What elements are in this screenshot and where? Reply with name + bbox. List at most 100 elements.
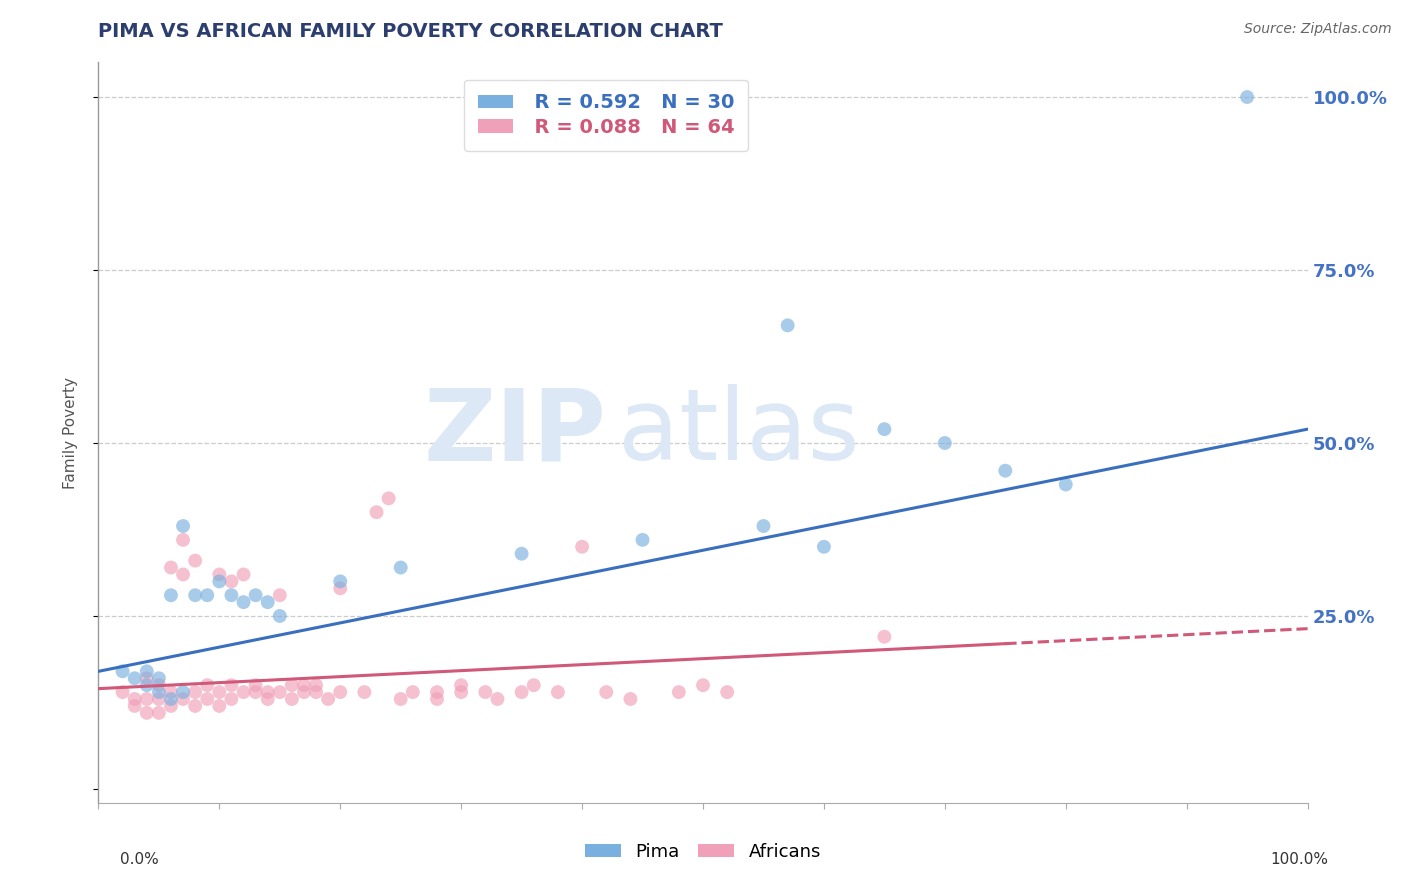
Point	[256, 595, 278, 609]
Point	[523, 678, 546, 692]
Text: PIMA VS AFRICAN FAMILY POVERTY CORRELATION CHART: PIMA VS AFRICAN FAMILY POVERTY CORRELATI…	[98, 22, 723, 41]
Point	[353, 685, 375, 699]
Point	[631, 533, 654, 547]
Point	[124, 698, 146, 713]
Point	[716, 685, 738, 699]
Point	[208, 567, 231, 582]
Point	[316, 692, 339, 706]
Point	[256, 685, 278, 699]
Point	[426, 692, 449, 706]
Point	[450, 678, 472, 692]
Point	[135, 692, 157, 706]
Point	[486, 692, 509, 706]
Point	[245, 678, 267, 692]
Text: ZIP: ZIP	[423, 384, 606, 481]
Point	[232, 567, 254, 582]
Point	[389, 692, 412, 706]
Point	[547, 685, 569, 699]
Point	[195, 588, 218, 602]
Point	[281, 692, 304, 706]
Point	[873, 630, 896, 644]
Point	[1236, 90, 1258, 104]
Point	[221, 588, 243, 602]
Point	[994, 464, 1017, 478]
Point	[245, 685, 267, 699]
Point	[305, 685, 328, 699]
Point	[124, 671, 146, 685]
Point	[160, 685, 183, 699]
Point	[752, 519, 775, 533]
Point	[281, 678, 304, 692]
Point	[195, 678, 218, 692]
Point	[1054, 477, 1077, 491]
Point	[184, 588, 207, 602]
Point	[172, 685, 194, 699]
Point	[232, 595, 254, 609]
Point	[184, 698, 207, 713]
Point	[160, 692, 183, 706]
Point	[366, 505, 388, 519]
Point	[184, 685, 207, 699]
Point	[135, 678, 157, 692]
Point	[256, 692, 278, 706]
Point	[510, 547, 533, 561]
Point	[148, 692, 170, 706]
Point	[668, 685, 690, 699]
Text: 100.0%: 100.0%	[1271, 852, 1329, 867]
Point	[305, 678, 328, 692]
Y-axis label: Family Poverty: Family Poverty	[63, 376, 77, 489]
Point	[172, 567, 194, 582]
Text: atlas: atlas	[619, 384, 860, 481]
Point	[329, 582, 352, 596]
Point	[402, 685, 425, 699]
Point	[776, 318, 799, 333]
Point	[160, 588, 183, 602]
Point	[873, 422, 896, 436]
Point	[232, 685, 254, 699]
Point	[292, 678, 315, 692]
Point	[195, 692, 218, 706]
Point	[148, 685, 170, 699]
Point	[474, 685, 496, 699]
Text: 0.0%: 0.0%	[120, 852, 159, 867]
Point	[172, 692, 194, 706]
Point	[148, 678, 170, 692]
Point	[595, 685, 617, 699]
Point	[329, 574, 352, 589]
Point	[111, 665, 134, 679]
Point	[221, 678, 243, 692]
Point	[135, 671, 157, 685]
Point	[329, 685, 352, 699]
Point	[245, 588, 267, 602]
Point	[221, 574, 243, 589]
Point	[389, 560, 412, 574]
Point	[135, 706, 157, 720]
Point	[510, 685, 533, 699]
Point	[619, 692, 641, 706]
Point	[450, 685, 472, 699]
Point	[934, 436, 956, 450]
Point	[172, 519, 194, 533]
Point	[208, 574, 231, 589]
Legend: Pima, Africans: Pima, Africans	[578, 836, 828, 868]
Point	[148, 706, 170, 720]
Point	[292, 685, 315, 699]
Point	[426, 685, 449, 699]
Point	[160, 560, 183, 574]
Point	[813, 540, 835, 554]
Point	[135, 665, 157, 679]
Point	[692, 678, 714, 692]
Point	[208, 685, 231, 699]
Point	[571, 540, 593, 554]
Point	[269, 609, 291, 624]
Point	[172, 533, 194, 547]
Point	[124, 692, 146, 706]
Point	[111, 685, 134, 699]
Point	[377, 491, 399, 506]
Point	[148, 671, 170, 685]
Point	[184, 554, 207, 568]
Point	[208, 698, 231, 713]
Point	[160, 698, 183, 713]
Point	[269, 685, 291, 699]
Text: Source: ZipAtlas.com: Source: ZipAtlas.com	[1244, 22, 1392, 37]
